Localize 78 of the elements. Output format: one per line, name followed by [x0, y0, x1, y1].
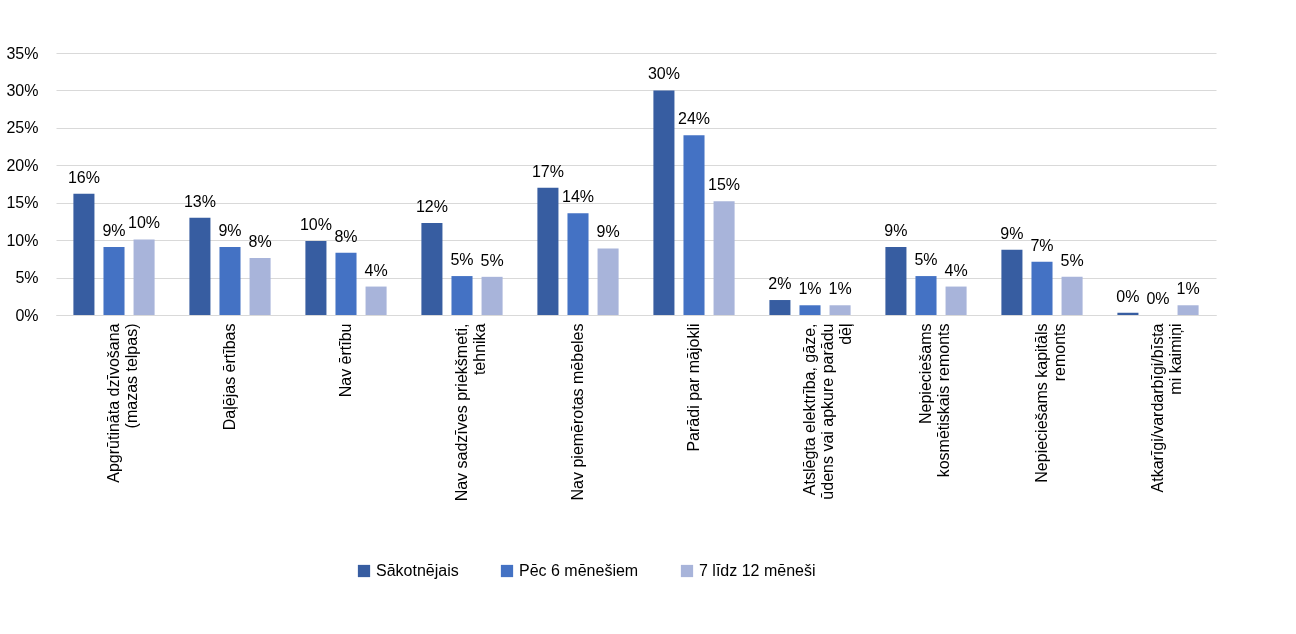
x-tick-label: Nav sadzīves priekšmeti, tehnika — [453, 323, 488, 502]
data-label: 5% — [1060, 251, 1084, 269]
data-label: 1% — [828, 280, 852, 298]
y-tick-label: 15% — [6, 194, 39, 212]
bar — [335, 252, 357, 315]
bar — [945, 286, 967, 315]
bar — [73, 193, 95, 315]
bar — [451, 276, 473, 315]
bar — [1001, 249, 1023, 315]
y-tick-label: 5% — [15, 269, 39, 287]
data-label: 10% — [128, 214, 161, 232]
legend-label: Pēc 6 mēnešiem — [519, 562, 639, 579]
data-label: 10% — [299, 215, 332, 233]
bar — [365, 286, 387, 315]
x-tick-label: Nepieciešams kapitāls remonts — [1033, 323, 1068, 483]
data-label: 8% — [334, 227, 358, 245]
x-tick-label: Nav piemērotas mēbeles — [569, 323, 586, 501]
bar — [421, 222, 443, 315]
bar — [683, 135, 705, 315]
bar — [249, 258, 271, 315]
data-label: 5% — [914, 251, 938, 269]
data-label: 17% — [531, 162, 564, 180]
data-label: 16% — [67, 168, 100, 186]
data-label: 5% — [450, 251, 474, 269]
bar — [713, 201, 735, 315]
x-tick-label: Apgrūtināta dzīvošana (mazas telpas) — [105, 323, 140, 483]
data-label: 24% — [677, 110, 711, 128]
data-label: 15% — [708, 176, 741, 194]
data-label: 14% — [561, 188, 595, 206]
bar — [133, 239, 155, 315]
y-tick-label: 10% — [6, 231, 39, 249]
bar — [597, 248, 619, 315]
x-tick-label: Parādi par mājokli — [685, 323, 702, 452]
bar — [829, 305, 851, 315]
x-tick-label: Atkarīgi/vardarbīgi/bīsta mi kaimiņi — [1149, 323, 1184, 493]
data-label: 9% — [218, 221, 242, 239]
bar — [915, 276, 937, 315]
bar — [537, 187, 559, 315]
data-label: 2% — [768, 275, 792, 293]
bar — [769, 300, 791, 315]
bar — [481, 276, 503, 315]
data-label: 9% — [1000, 224, 1024, 242]
bar — [885, 246, 907, 315]
bar — [219, 246, 241, 315]
data-label: 12% — [415, 197, 448, 215]
legend-label: Sākotnējais — [376, 562, 459, 579]
x-tick-label: Nav ērtību — [337, 323, 354, 398]
bar — [799, 305, 821, 315]
data-label: 5% — [480, 251, 504, 269]
data-label: 4% — [364, 261, 388, 279]
data-label: 1% — [798, 280, 822, 298]
bar — [1177, 305, 1199, 315]
data-label: 0% — [1116, 287, 1140, 305]
legend-label: 7 līdz 12 mēneši — [699, 562, 816, 579]
bar — [653, 90, 675, 315]
data-label: 1% — [1176, 280, 1200, 298]
bar — [1061, 276, 1083, 315]
y-tick-label: 25% — [6, 119, 39, 137]
bar — [189, 217, 211, 315]
bar — [103, 246, 125, 315]
bar — [305, 240, 327, 315]
bar — [1031, 261, 1053, 315]
data-label: 9% — [596, 223, 620, 241]
data-label: 13% — [183, 192, 216, 210]
data-label: 0% — [1146, 290, 1170, 307]
x-tick-label: Atslēgta elektrība, gāze, ūdens vai apkure parādu dēļ — [801, 323, 854, 500]
y-tick-label: 20% — [6, 156, 39, 174]
bar — [567, 213, 589, 315]
y-tick-label: 30% — [6, 81, 39, 99]
y-tick-label: 0% — [15, 306, 39, 324]
data-label: 9% — [102, 221, 126, 239]
data-label: 30% — [647, 65, 680, 83]
x-tick-label: Daļējas ērtības — [221, 323, 238, 431]
data-label: 4% — [944, 261, 968, 279]
data-label: 7% — [1030, 236, 1054, 254]
data-label: 8% — [248, 233, 272, 251]
data-label: 9% — [884, 221, 908, 239]
y-tick-label: 35% — [6, 44, 39, 62]
